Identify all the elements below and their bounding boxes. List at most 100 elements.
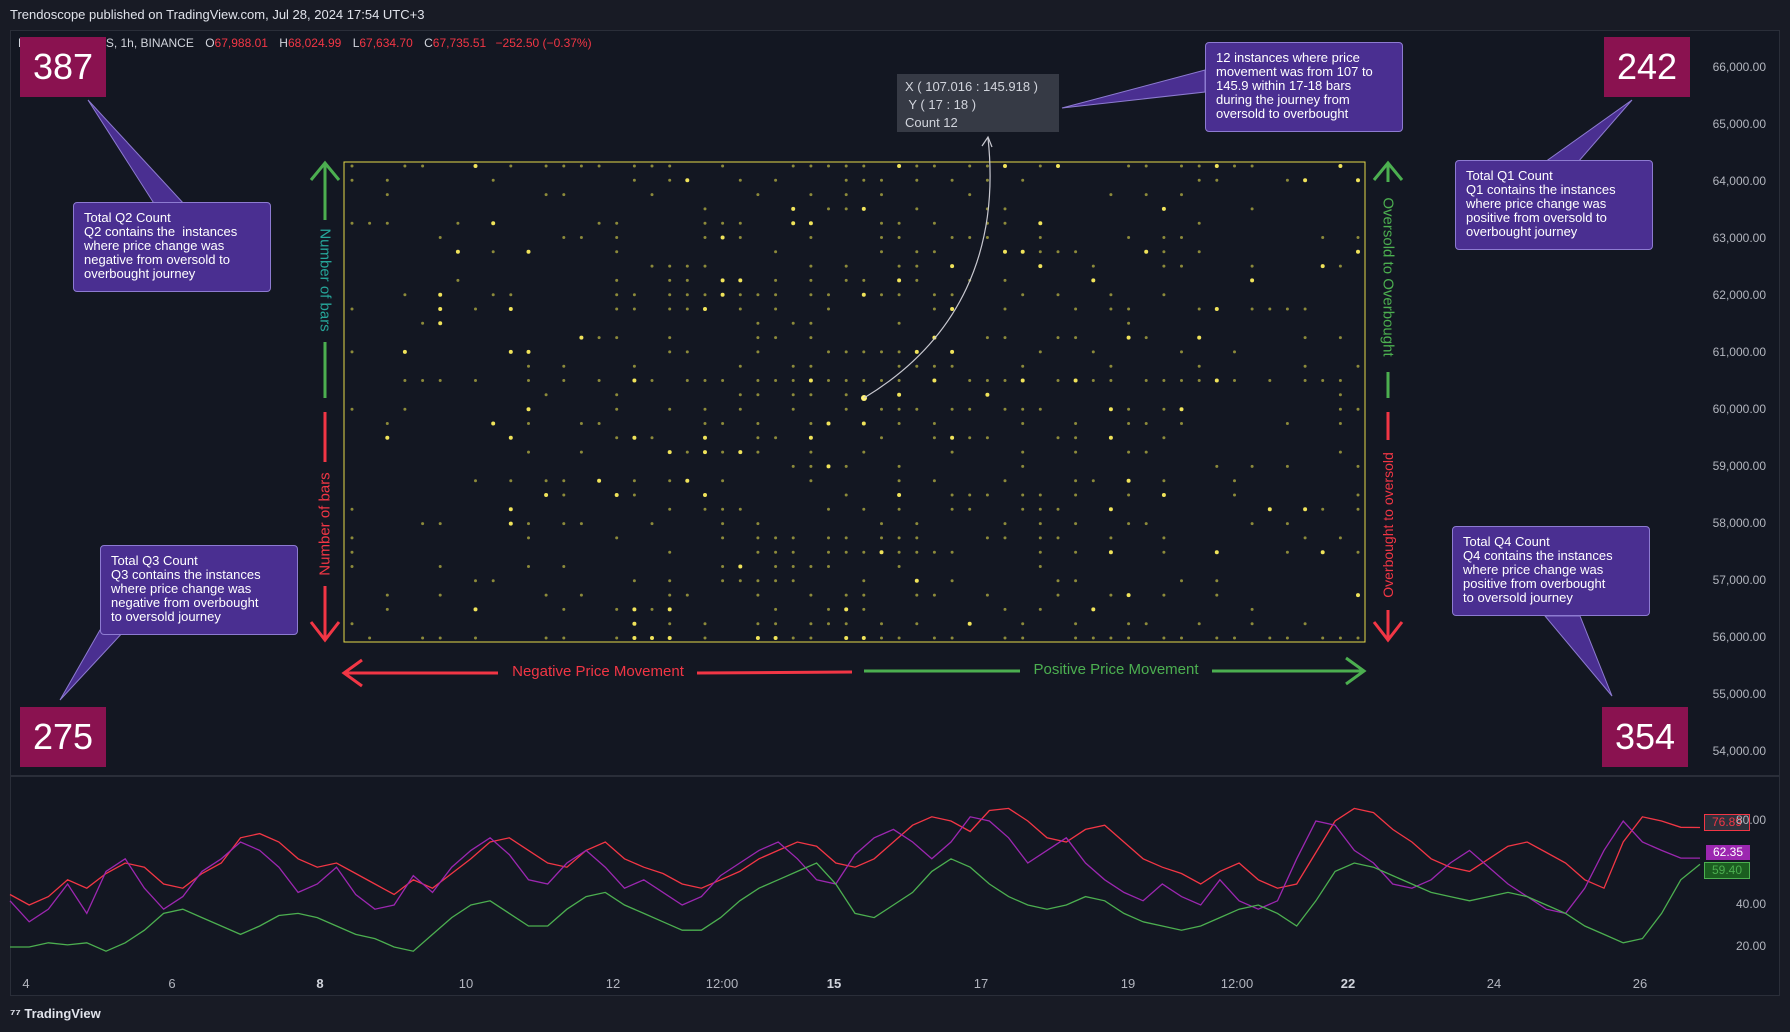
- scatter-dot: [773, 636, 778, 640]
- scatter-dot: [827, 350, 830, 354]
- scatter-dot: [809, 393, 813, 397]
- scatter-dot: [1127, 321, 1131, 325]
- scatter-dot: [527, 522, 530, 526]
- scatter-dot: [1162, 479, 1166, 483]
- scatter-dot: [968, 493, 972, 497]
- scatter-dot: [527, 536, 530, 540]
- scatter-dot: [1038, 264, 1043, 269]
- scatter-dot: [932, 593, 936, 597]
- scatter-dot: [809, 593, 813, 597]
- scatter-dot: [1127, 622, 1131, 626]
- scatter-dot: [1162, 264, 1166, 268]
- scatter-dot: [1108, 407, 1113, 412]
- annotation-callout-line: 12 instances where price: [1216, 50, 1360, 65]
- scatter-dot: [544, 593, 548, 597]
- low-key: L: [352, 36, 360, 50]
- scatter-dot: [1003, 479, 1007, 483]
- scatter-dot: [897, 636, 901, 640]
- scatter-dot: [1162, 636, 1166, 640]
- q1-callout-line: where price change was: [1466, 196, 1607, 211]
- scatter-dot: [862, 178, 866, 182]
- scatter-dot: [721, 221, 725, 225]
- scatter-dot: [1056, 336, 1060, 340]
- scatter-dot: [720, 292, 725, 297]
- scatter-dot: [1109, 364, 1113, 368]
- scatter-dot: [1126, 335, 1131, 340]
- q3-callout-line: negative from overbought: [111, 595, 259, 610]
- tooltip-x: X ( 107.016 : 145.918 ): [905, 79, 1038, 94]
- scatter-dot: [1267, 507, 1272, 512]
- scatter-dot: [756, 321, 760, 325]
- scatter-dot: [615, 636, 619, 640]
- scatter-dot: [932, 550, 936, 554]
- tradingview-logo[interactable]: ⁷⁷ TradingView: [10, 1006, 101, 1021]
- scatter-dot: [668, 479, 672, 483]
- scatter-dot: [421, 379, 425, 382]
- scatter-dot: [350, 536, 354, 540]
- scatter-dot: [897, 536, 901, 540]
- scatter-dot: [544, 193, 548, 197]
- scatter-dot: [615, 221, 619, 225]
- scatter-dot: [403, 164, 407, 168]
- scatter-dot: [579, 236, 583, 239]
- scatter-dot: [1127, 450, 1131, 454]
- scatter-dot: [1303, 379, 1307, 382]
- q4-pointer: [1543, 615, 1613, 697]
- low-value: 67,634.70: [359, 36, 413, 50]
- scatter-dot: [721, 479, 725, 483]
- scatter-dot: [421, 164, 425, 168]
- time-tick: 12: [605, 976, 621, 991]
- scatter-dot: [915, 407, 919, 411]
- scatter-dot: [791, 221, 796, 226]
- scatter-dot: [491, 250, 495, 254]
- osc-tick: 80.00: [1735, 813, 1766, 827]
- scatter-dot: [1003, 407, 1007, 411]
- scatter-dot: [562, 607, 566, 611]
- osc-tick: 20.00: [1735, 939, 1766, 953]
- scatter-dot: [844, 550, 848, 554]
- scatter-dot: [791, 364, 795, 368]
- annotation-curve: [863, 137, 991, 399]
- scatter-dot: [491, 293, 495, 297]
- scatter-dot: [915, 207, 919, 211]
- scatter-dot: [915, 536, 919, 540]
- scatter-dot: [1162, 550, 1166, 554]
- scatter-dot: [914, 349, 919, 354]
- scatter-dot: [438, 522, 442, 526]
- scatter-dot: [1214, 550, 1219, 555]
- q3-callout-line: Total Q3 Count: [111, 553, 198, 568]
- scatter-dot: [668, 622, 672, 626]
- scatter-dot: [721, 536, 725, 540]
- left-top-axis-label: Number of bars: [316, 228, 334, 332]
- scatter-dot: [685, 478, 690, 483]
- scatter-dot: [1108, 435, 1113, 440]
- scatter-dot: [1056, 250, 1060, 254]
- scatter-dot: [808, 435, 813, 440]
- scatter-dot: [1197, 178, 1201, 182]
- scatter-dot: [809, 264, 813, 268]
- scatter-dot: [1180, 636, 1183, 640]
- scatter-dot: [350, 178, 354, 182]
- q4-callout-line: where price change was: [1463, 562, 1604, 577]
- scatter-dot: [1021, 507, 1025, 511]
- scatter-dot: [756, 350, 760, 354]
- scatter-dot: [508, 349, 513, 354]
- scatter-dot: [1214, 307, 1219, 311]
- scatter-dot: [1038, 607, 1042, 611]
- scatter-dot: [791, 206, 796, 211]
- time-tick: 10: [458, 976, 474, 991]
- scatter-dot: [1127, 422, 1131, 425]
- scatter-dot: [968, 407, 972, 411]
- scatter-dot: [350, 164, 354, 168]
- scatter-dot: [474, 379, 477, 382]
- scatter-dot: [774, 436, 778, 440]
- scatter-dot: [402, 349, 407, 354]
- scatter-dot: [1144, 450, 1148, 454]
- annotation-pointer: [1061, 69, 1206, 109]
- scatter-dot: [880, 236, 883, 239]
- scatter-dot: [950, 550, 954, 554]
- scatter-dot: [1338, 450, 1342, 454]
- scatter-dot: [862, 450, 866, 454]
- scatter-dot: [827, 536, 830, 540]
- q4-count-box: 354: [1602, 707, 1688, 767]
